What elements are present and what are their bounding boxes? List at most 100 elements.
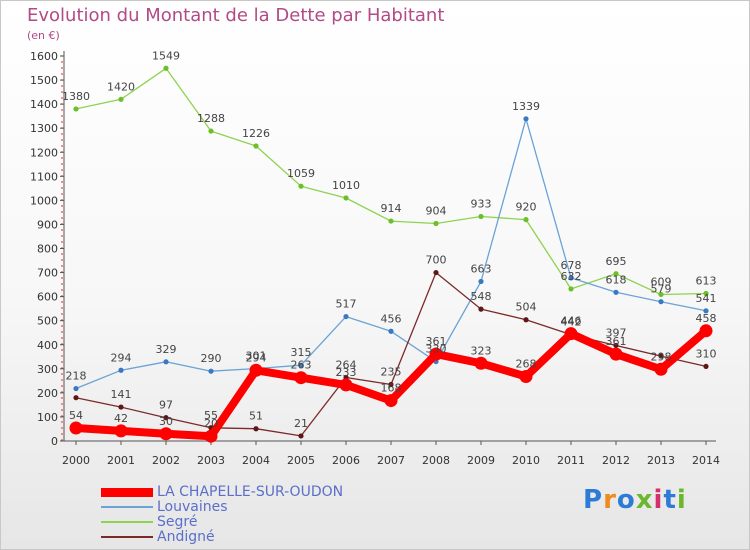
logo-letter: o [616,485,636,515]
logo-letter: i [676,485,687,515]
data-label: 168 [381,382,402,395]
data-label: 579 [651,283,672,296]
data-point [564,327,578,341]
x-tick-label: 2002 [152,454,180,467]
data-point [429,347,443,361]
data-point [118,96,124,102]
y-tick-label: 300 [37,363,58,376]
data-label: 218 [66,370,87,383]
y-tick-label: 1300 [30,122,58,135]
logo-letter: t [663,485,677,515]
data-label: 933 [471,197,492,210]
x-tick-label: 2011 [557,454,585,467]
data-point [658,353,664,359]
legend-swatch [101,487,153,497]
data-label: 268 [516,358,537,371]
data-point [474,356,488,370]
x-tick-label: 2008 [422,454,450,467]
data-label: 548 [471,290,492,303]
data-point [159,427,173,441]
data-point [523,317,529,323]
y-tick-label: 1200 [30,146,58,159]
data-point [163,415,169,421]
x-tick-label: 2000 [62,454,90,467]
data-label: 695 [606,255,627,268]
data-point [388,328,394,334]
data-point [703,363,709,370]
data-label: 442 [561,316,582,329]
data-label: 1549 [152,49,180,62]
data-point [294,371,308,385]
logo-letter: r [603,485,617,515]
data-label: 609 [651,275,672,288]
legend-label: LA CHAPELLE-SUR-OUDON [157,484,344,500]
data-point [478,213,484,220]
x-tick-label: 2012 [602,454,630,467]
data-point [703,290,709,297]
data-label: 315 [291,346,312,359]
logo-letter: i [653,485,664,515]
data-point [523,116,529,122]
data-point [298,433,304,439]
data-point [343,313,349,320]
data-label: 298 [651,350,672,363]
data-label: 21 [294,417,308,430]
data-label: 446 [561,315,582,328]
data-point [118,404,124,410]
data-label: 141 [111,388,132,401]
data-label: 456 [381,312,402,325]
data-label: 30 [159,415,173,428]
x-tick-label: 2006 [332,454,360,467]
data-label: 54 [69,409,83,422]
data-point [163,65,169,71]
data-point [433,220,439,227]
data-point [523,217,529,223]
data-point [613,271,619,277]
legend-swatch [101,536,153,538]
data-label: 613 [696,274,717,287]
y-tick-label: 1000 [30,194,58,207]
data-point [658,299,664,305]
data-label: 55 [204,409,218,422]
data-label: 294 [246,351,267,364]
legend-label: Segré [157,514,198,530]
data-point [298,183,304,189]
chart-unit: (en €) [27,29,60,42]
legend-swatch [101,506,153,508]
data-point [568,286,574,292]
data-label: 263 [291,359,312,372]
data-label: 1339 [512,100,540,113]
y-tick-label: 1400 [30,98,58,111]
data-point [114,424,128,438]
data-point [658,291,664,298]
data-point [253,426,259,432]
data-label: 1059 [287,167,315,180]
proxiti-logo: Proxiti [583,485,687,515]
data-label: 504 [516,301,537,314]
data-point [519,370,533,384]
data-point [343,195,349,201]
data-label: 632 [561,270,582,283]
data-label: 920 [516,201,537,214]
data-point [699,324,713,338]
x-tick-label: 2004 [242,454,270,467]
data-point [613,289,619,295]
data-label: 42 [114,412,128,425]
data-point [208,368,214,374]
data-point [253,143,259,149]
y-tick-label: 1600 [30,50,58,63]
data-label: 290 [201,352,222,365]
data-label: 233 [336,366,357,379]
data-label: 97 [159,399,173,412]
data-label: 329 [156,343,177,356]
data-point [388,218,394,224]
data-point [703,308,709,314]
y-tick-label: 1500 [30,74,58,87]
data-label: 361 [606,335,627,348]
data-label: 1288 [197,112,225,125]
y-tick-label: 800 [37,243,58,256]
data-label: 541 [696,292,717,305]
legend-swatch [101,521,153,523]
